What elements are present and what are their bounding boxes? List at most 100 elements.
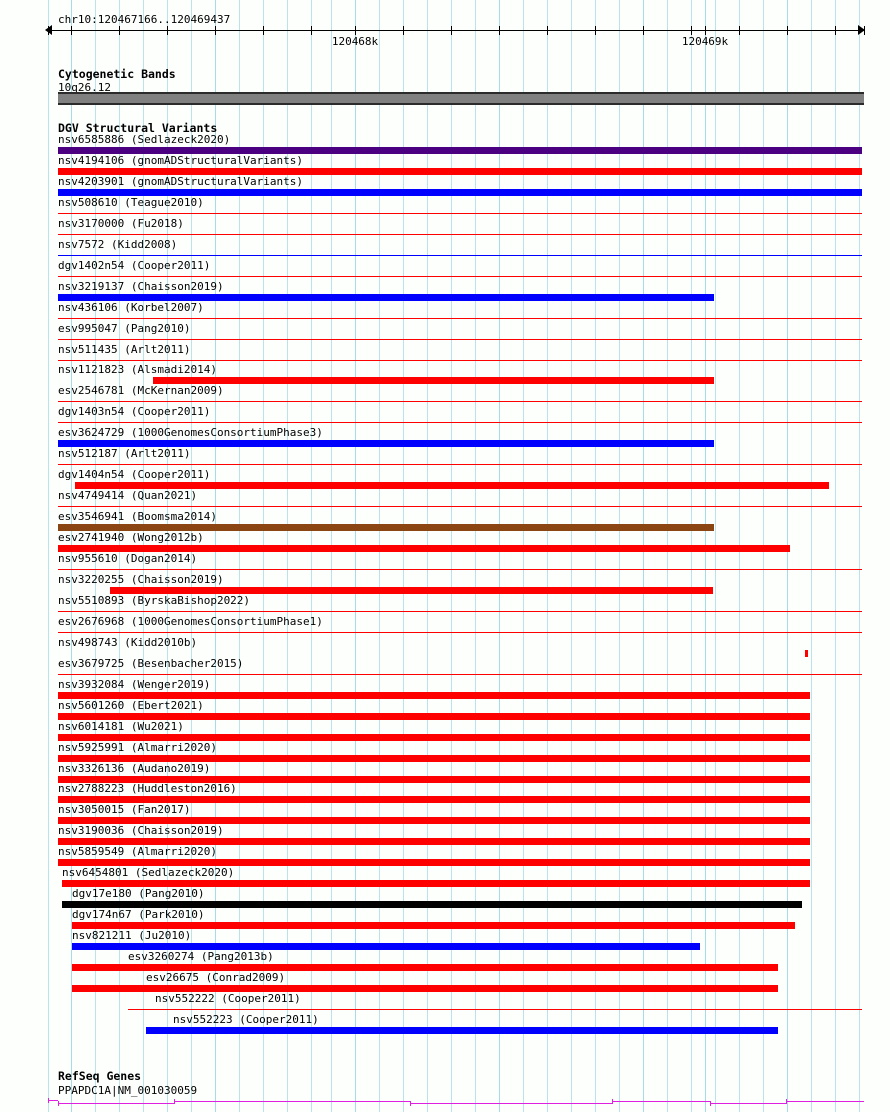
dgv-variant-row[interactable]: nsv3190036 (Chaisson2019): [0, 824, 890, 846]
dgv-variant-row[interactable]: nsv821211 (Ju2010): [0, 929, 890, 951]
dgv-variant-row[interactable]: nsv2788223 (Huddleston2016): [0, 782, 890, 804]
dgv-variant-label: nsv3220255 (Chaisson2019): [58, 572, 224, 586]
dgv-variant-row[interactable]: nsv5510893 (ByrskaBishop2022): [0, 594, 890, 615]
dgv-variant-feature[interactable]: [58, 422, 862, 424]
dgv-variant-feature[interactable]: [58, 359, 862, 361]
refseq-gene-segment[interactable]: [410, 1103, 612, 1104]
dgv-variant-feature[interactable]: [58, 631, 862, 633]
dgv-variant-row[interactable]: nsv3932084 (Wenger2019): [0, 678, 890, 699]
dgv-variant-feature[interactable]: [58, 673, 862, 675]
dgv-variant-row[interactable]: nsv498743 (Kidd2010b): [0, 636, 890, 657]
dgv-variant-feature[interactable]: [58, 212, 862, 214]
dgv-variant-row[interactable]: nsv508610 (Teague2010): [0, 196, 890, 217]
dgv-variant-feature[interactable]: [58, 401, 862, 403]
refseq-gene-segment[interactable]: [786, 1101, 864, 1102]
dgv-variant-feature[interactable]: [58, 817, 810, 825]
dgv-variant-row[interactable]: nsv955610 (Dogan2014): [0, 552, 890, 573]
dgv-variant-row[interactable]: nsv4194106 (gnomADStructuralVariants): [0, 154, 890, 175]
dgv-variant-feature[interactable]: [62, 880, 810, 888]
dgv-variant-row[interactable]: esv2741940 (Wong2012b): [0, 531, 890, 553]
dgv-variant-feature[interactable]: [58, 147, 862, 154]
dgv-variant-feature[interactable]: [146, 1026, 778, 1034]
dgv-variant-feature[interactable]: [58, 859, 810, 867]
dgv-variant-feature[interactable]: [58, 233, 862, 235]
dgv-variant-feature[interactable]: [58, 796, 810, 804]
dgv-variant-row[interactable]: nsv4749414 (Quan2021): [0, 489, 890, 510]
dgv-variant-row[interactable]: nsv3326136 (Audano2019): [0, 762, 890, 783]
dgv-variant-row[interactable]: esv2676968 (1000GenomesConsortiumPhase1): [0, 615, 890, 636]
refseq-gene-segment[interactable]: [48, 1100, 58, 1101]
dgv-variant-row[interactable]: esv3679725 (Besenbacher2015): [0, 657, 890, 678]
dgv-variant-feature[interactable]: [62, 901, 802, 909]
dgv-variant-row[interactable]: nsv5925991 (Almarri2020): [0, 741, 890, 762]
dgv-variant-row[interactable]: nsv7572 (Kidd2008): [0, 238, 890, 259]
dgv-variant-row[interactable]: dgv1404n54 (Cooper2011): [0, 468, 890, 490]
cytoband-bar[interactable]: [58, 92, 864, 105]
dgv-variant-feature[interactable]: [110, 586, 713, 594]
dgv-variant-row[interactable]: nsv6014181 (Wu2021): [0, 720, 890, 741]
dgv-variant-feature[interactable]: [58, 188, 862, 196]
dgv-variant-row[interactable]: esv3546941 (Boomsma2014): [0, 510, 890, 532]
dgv-variant-feature[interactable]: [58, 754, 810, 762]
dgv-variant-row[interactable]: nsv3050015 (Fan2017): [0, 803, 890, 825]
dgv-variant-row[interactable]: esv995047 (Pang2010): [0, 322, 890, 343]
dgv-variant-feature[interactable]: [58, 464, 862, 466]
dgv-variant-row[interactable]: nsv3170000 (Fu2018): [0, 217, 890, 238]
dgv-variant-feature[interactable]: [72, 985, 778, 992]
dgv-variant-feature[interactable]: [72, 964, 778, 972]
dgv-variant-feature[interactable]: [128, 1008, 862, 1010]
dgv-track-title: DGV Structural Variants: [58, 121, 218, 135]
dgv-variant-feature[interactable]: [58, 293, 714, 301]
dgv-variant-feature[interactable]: [805, 649, 808, 657]
dgv-variant-feature[interactable]: [58, 317, 862, 319]
dgv-variant-row[interactable]: dgv174n67 (Park2010): [0, 908, 890, 930]
dgv-variant-row[interactable]: nsv3220255 (Chaisson2019): [0, 573, 890, 594]
dgv-variant-feature[interactable]: [58, 691, 810, 699]
refseq-gene-segment[interactable]: [174, 1101, 410, 1102]
dgv-variant-feature[interactable]: [58, 775, 810, 783]
dgv-variant-feature[interactable]: [58, 524, 714, 532]
refseq-gene-segment[interactable]: [58, 1103, 174, 1104]
dgv-variant-feature[interactable]: [58, 610, 862, 612]
dgv-variant-feature[interactable]: [58, 275, 862, 277]
dgv-variant-row[interactable]: nsv512187 (Arlt2011): [0, 447, 890, 468]
dgv-variant-feature[interactable]: [75, 482, 829, 490]
dgv-variant-feature[interactable]: [58, 733, 810, 741]
dgv-variant-row[interactable]: nsv511435 (Arlt2011): [0, 343, 890, 364]
dgv-variant-row[interactable]: nsv6585886 (Sedlazeck2020): [0, 133, 890, 154]
dgv-variant-row[interactable]: nsv6454801 (Sedlazeck2020): [0, 866, 890, 888]
dgv-variant-feature[interactable]: [58, 712, 810, 720]
dgv-variant-row[interactable]: nsv1121823 (Alsmadi2014): [0, 363, 890, 385]
dgv-variant-row[interactable]: nsv552222 (Cooper2011): [0, 992, 890, 1013]
dgv-variant-row[interactable]: nsv436106 (Korbel2007): [0, 301, 890, 322]
dgv-variant-row[interactable]: dgv1402n54 (Cooper2011): [0, 259, 890, 280]
dgv-variant-row[interactable]: esv2546781 (McKernan2009): [0, 384, 890, 405]
refseq-gene-segment[interactable]: [710, 1103, 786, 1104]
dgv-variant-feature[interactable]: [58, 167, 862, 175]
dgv-variant-row[interactable]: nsv3219137 (Chaisson2019): [0, 280, 890, 301]
dgv-variant-feature[interactable]: [72, 943, 700, 951]
refseq-track-title: RefSeq Genes: [58, 1069, 142, 1083]
dgv-variant-feature[interactable]: [72, 922, 795, 930]
dgv-variant-feature[interactable]: [58, 254, 862, 256]
dgv-variant-feature[interactable]: [58, 440, 714, 448]
dgv-variant-row[interactable]: esv26675 (Conrad2009): [0, 971, 890, 992]
dgv-variant-feature[interactable]: [58, 569, 862, 570]
ruler-tick: [787, 26, 788, 35]
dgv-variant-row[interactable]: dgv17e180 (Pang2010): [0, 887, 890, 909]
refseq-gene-connector: [710, 1101, 711, 1106]
dgv-variant-feature[interactable]: [58, 506, 862, 508]
dgv-variant-row[interactable]: nsv5859549 (Almarri2020): [0, 845, 890, 867]
refseq-gene-segment[interactable]: [612, 1101, 710, 1102]
dgv-variant-row[interactable]: nsv552223 (Cooper2011): [0, 1013, 890, 1034]
dgv-variant-feature[interactable]: [58, 545, 790, 553]
dgv-variant-feature[interactable]: [58, 838, 810, 846]
dgv-variant-feature[interactable]: [58, 338, 862, 340]
dgv-variant-row[interactable]: esv3624729 (1000GenomesConsortiumPhase3): [0, 426, 890, 448]
dgv-variant-row[interactable]: esv3260274 (Pang2013b): [0, 950, 890, 972]
ruler-tick: [835, 26, 836, 35]
dgv-variant-row[interactable]: nsv5601260 (Ebert2021): [0, 699, 890, 720]
dgv-variant-row[interactable]: dgv1403n54 (Cooper2011): [0, 405, 890, 426]
dgv-variant-row[interactable]: nsv4203901 (gnomADStructuralVariants): [0, 175, 890, 196]
dgv-variant-feature[interactable]: [153, 377, 714, 385]
